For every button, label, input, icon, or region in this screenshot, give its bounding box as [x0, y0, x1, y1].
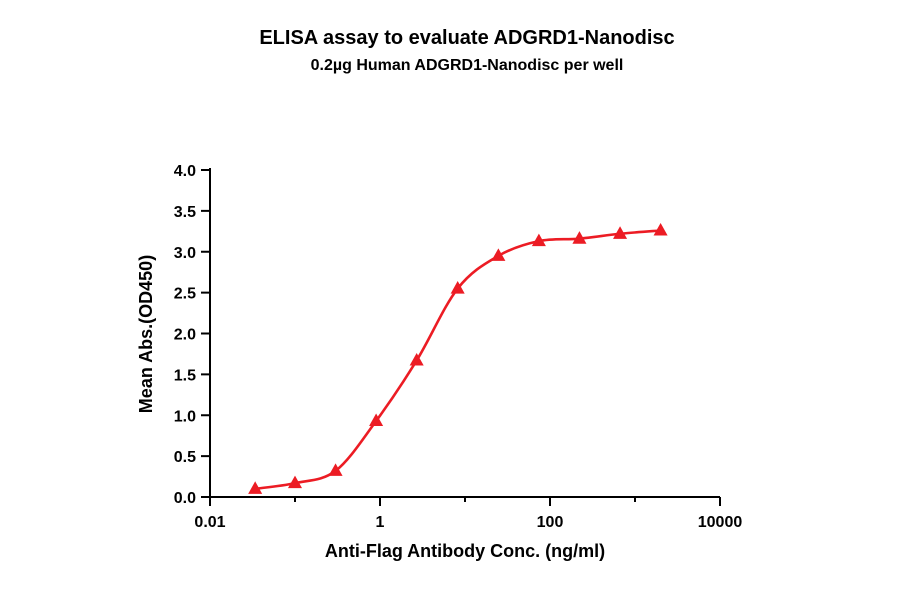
chart-title: ELISA assay to evaluate ADGRD1-Nanodisc [259, 27, 674, 49]
x-axis-label: Anti-Flag Antibody Conc. (ng/ml) [325, 541, 605, 561]
data-point-marker [531, 233, 546, 247]
data-point-marker [287, 475, 303, 489]
x-tick-label: 10000 [698, 514, 743, 531]
data-point-marker [572, 231, 587, 244]
y-tick-label: 0.0 [174, 490, 196, 507]
y-tick-label: 4.0 [174, 163, 196, 180]
y-tick-label: 3.5 [174, 204, 196, 221]
x-tick-label: 100 [537, 514, 564, 531]
y-axis-label: Mean Abs.(OD450) [136, 255, 156, 413]
y-tick-label: 2.0 [174, 327, 196, 344]
data-point-marker [328, 463, 343, 476]
data-point-marker [248, 481, 263, 494]
data-point-marker [613, 226, 628, 239]
dose-response-curve [253, 229, 662, 491]
y-tick-label: 1.0 [174, 408, 196, 425]
plot-area: 0.0 0.5 1.0 1.5 2.0 2.5 3.0 3.5 4.0 0.01 1 100 10000 [174, 163, 743, 531]
chart-subtitle: 0.2µg Human ADGRD1-Nanodisc per well [311, 57, 624, 74]
data-point-marker [491, 248, 506, 261]
y-tick-label: 1.5 [174, 367, 196, 384]
data-point-marker [409, 352, 424, 366]
x-tick-label: 1 [376, 514, 385, 531]
x-tick-label: 0.01 [194, 514, 225, 531]
y-tick-label: 3.0 [174, 245, 196, 262]
data-point-marker [369, 413, 384, 427]
y-tick-label: 2.5 [174, 286, 196, 303]
data-point-marker [450, 281, 465, 294]
data-point-marker [653, 222, 668, 236]
y-tick-label: 0.5 [174, 449, 196, 466]
